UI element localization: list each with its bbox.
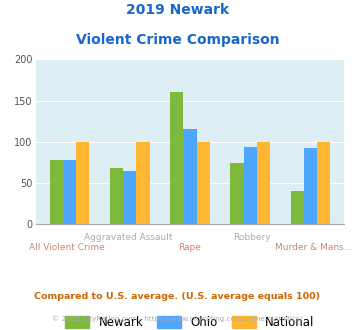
Text: 2019 Newark: 2019 Newark <box>126 3 229 17</box>
Bar <box>197 142 210 224</box>
Bar <box>110 168 123 224</box>
Text: Compared to U.S. average. (U.S. average equals 100): Compared to U.S. average. (U.S. average … <box>34 292 321 301</box>
Text: All Violent Crime: All Violent Crime <box>28 243 104 251</box>
Bar <box>183 129 197 224</box>
Bar <box>257 142 270 224</box>
Bar <box>76 142 89 224</box>
Bar <box>170 92 183 224</box>
Text: Aggravated Assault: Aggravated Assault <box>84 233 173 242</box>
Text: Robbery: Robbery <box>233 233 271 242</box>
Bar <box>50 160 63 224</box>
Text: © 2025 CityRating.com - https://www.cityrating.com/crime-statistics/: © 2025 CityRating.com - https://www.city… <box>53 315 302 322</box>
Text: Murder & Mans...: Murder & Mans... <box>275 243 352 251</box>
Bar <box>290 191 304 224</box>
Bar <box>230 162 244 224</box>
Text: Rape: Rape <box>179 243 201 251</box>
Bar <box>317 142 330 224</box>
Bar <box>136 142 149 224</box>
Text: Violent Crime Comparison: Violent Crime Comparison <box>76 33 279 47</box>
Bar <box>304 148 317 224</box>
Bar <box>63 160 76 224</box>
Bar <box>123 171 136 224</box>
Bar <box>244 147 257 224</box>
Legend: Newark, Ohio, National: Newark, Ohio, National <box>65 316 315 329</box>
